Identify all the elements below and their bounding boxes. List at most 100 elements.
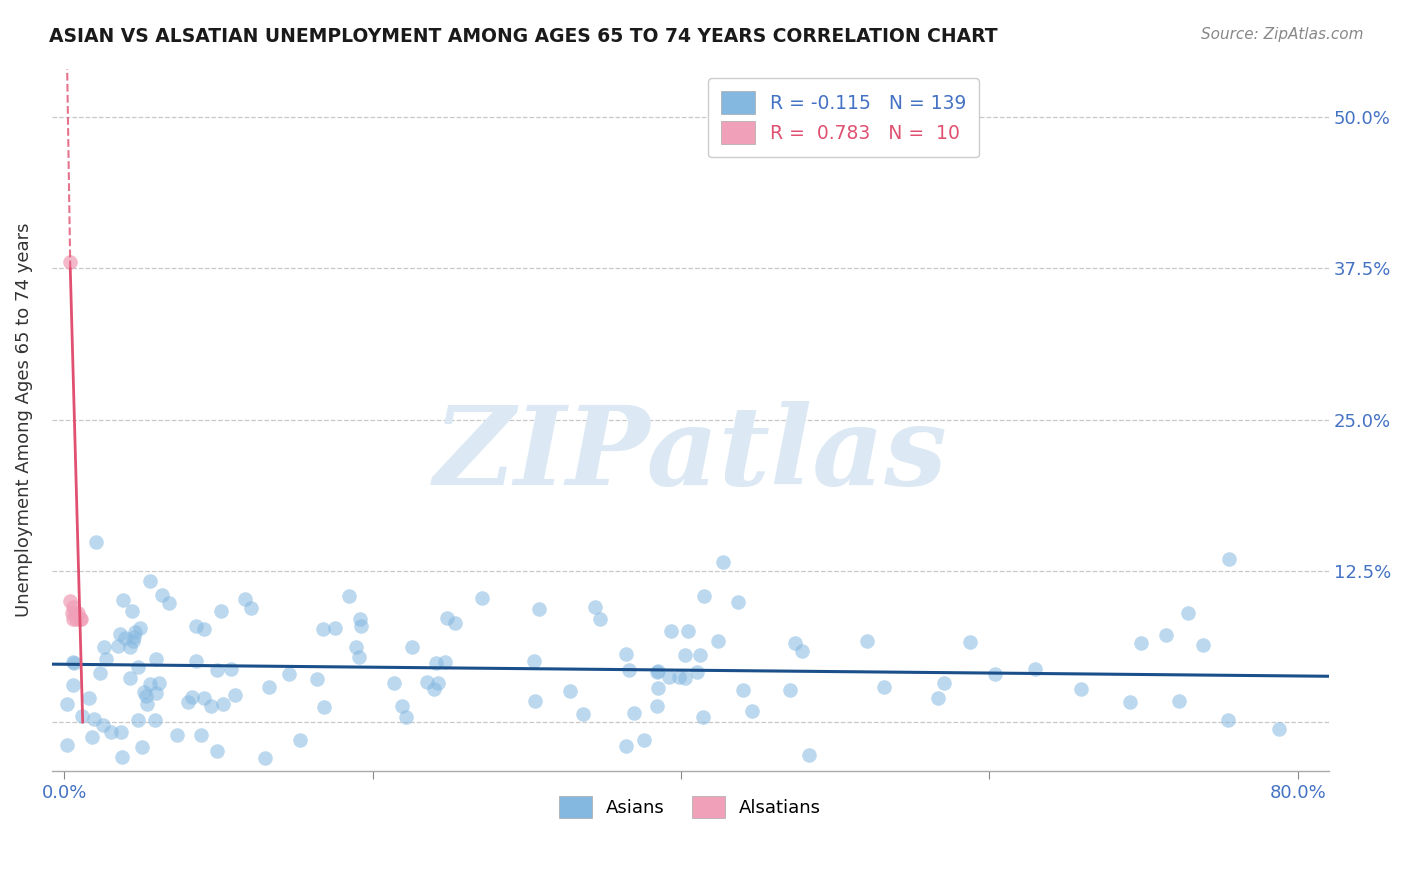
Point	[77, 690, 100, 705]
Point	[541, 838, 564, 852]
Point	[107, 639, 129, 653]
Point	[589, 612, 612, 626]
Point	[856, 633, 879, 648]
Point	[527, 602, 550, 616]
Point	[307, 672, 329, 686]
Point	[239, 601, 262, 615]
Point	[927, 691, 949, 706]
Point	[177, 695, 200, 709]
Point	[741, 704, 763, 718]
Point	[94, 652, 117, 666]
Point	[645, 698, 668, 713]
Point	[323, 621, 346, 635]
Point	[56, 697, 79, 711]
Point	[145, 651, 167, 665]
Point	[70, 709, 93, 723]
Point	[934, 676, 956, 690]
Point	[83, 712, 105, 726]
Point	[471, 591, 494, 605]
Text: ASIAN VS ALSATIAN UNEMPLOYMENT AMONG AGES 65 TO 74 YEARS CORRELATION CHART: ASIAN VS ALSATIAN UNEMPLOYMENT AMONG AGE…	[49, 27, 998, 45]
Point	[673, 671, 696, 685]
Point	[257, 681, 280, 695]
Point	[145, 713, 167, 727]
Point	[779, 682, 801, 697]
Point	[207, 663, 229, 677]
Point	[86, 535, 108, 549]
Point	[658, 670, 681, 684]
Point	[1177, 606, 1199, 620]
Point	[63, 657, 86, 671]
Point	[193, 622, 215, 636]
Point	[676, 624, 699, 639]
Point	[56, 738, 79, 752]
Point	[685, 665, 707, 679]
Point	[693, 589, 716, 603]
Point	[129, 621, 152, 635]
Point	[145, 686, 167, 700]
Point	[136, 698, 159, 712]
Point	[211, 697, 233, 711]
Point	[1192, 638, 1215, 652]
Point	[60, 607, 83, 621]
Point	[91, 718, 114, 732]
Point	[673, 648, 696, 663]
Point	[93, 640, 115, 654]
Point	[689, 648, 711, 662]
Point	[349, 619, 371, 633]
Point	[571, 707, 593, 722]
Point	[209, 605, 232, 619]
Point	[647, 665, 669, 679]
Point	[89, 665, 111, 680]
Point	[1267, 722, 1289, 736]
Point	[110, 750, 132, 764]
Point	[647, 681, 669, 695]
Point	[312, 700, 335, 714]
Point	[727, 594, 749, 608]
Point	[425, 656, 447, 670]
Point	[523, 694, 546, 708]
Point	[69, 612, 91, 626]
Point	[733, 682, 755, 697]
Point	[112, 592, 135, 607]
Point	[150, 588, 173, 602]
Point	[186, 619, 208, 633]
Point	[135, 690, 157, 704]
Point	[426, 676, 449, 690]
Point	[443, 615, 465, 630]
Legend: Asians, Alsatians: Asians, Alsatians	[553, 789, 828, 825]
Point	[100, 725, 122, 739]
Point	[121, 604, 143, 618]
Point	[70, 612, 93, 626]
Point	[415, 675, 437, 690]
Point	[122, 630, 145, 644]
Point	[423, 682, 446, 697]
Point	[62, 655, 84, 669]
Point	[157, 596, 180, 610]
Point	[1130, 636, 1153, 650]
Point	[253, 750, 276, 764]
Point	[138, 677, 160, 691]
Point	[659, 624, 682, 638]
Point	[134, 685, 156, 699]
Point	[1119, 695, 1142, 709]
Point	[1154, 628, 1177, 642]
Point	[873, 680, 896, 694]
Point	[707, 634, 730, 648]
Point	[205, 744, 228, 758]
Point	[1024, 662, 1046, 676]
Point	[436, 611, 458, 625]
Point	[792, 644, 814, 658]
Point	[1216, 713, 1239, 727]
Point	[799, 747, 821, 762]
Point	[288, 733, 311, 747]
Point	[614, 739, 637, 754]
Point	[127, 660, 149, 674]
Point	[186, 654, 208, 668]
Point	[558, 684, 581, 698]
Point	[617, 663, 640, 677]
Point	[1218, 551, 1240, 566]
Point	[62, 600, 84, 615]
Y-axis label: Unemployment Among Ages 65 to 74 years: Unemployment Among Ages 65 to 74 years	[15, 222, 32, 617]
Point	[391, 699, 413, 714]
Point	[124, 624, 146, 639]
